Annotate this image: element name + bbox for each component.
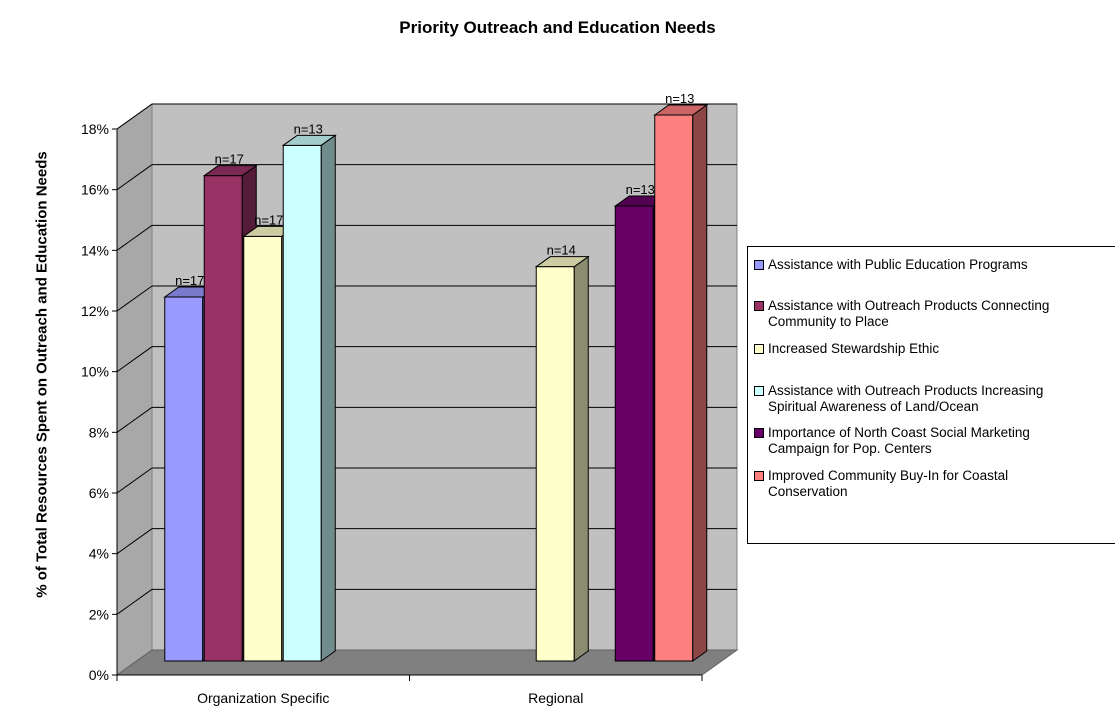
bar-top <box>202 165 258 177</box>
legend-swatch <box>754 301 764 311</box>
bar <box>614 205 654 662</box>
chart-title: Priority Outreach and Education Needs <box>399 18 716 37</box>
legend-label: Assistance with Outreach Products Connec… <box>768 298 1050 329</box>
gridline <box>116 346 153 373</box>
y-tick-label: 14% <box>81 242 109 258</box>
y-tick-label: 18% <box>81 121 109 137</box>
data-label: n=13 <box>294 121 323 136</box>
bar <box>282 144 322 662</box>
legend-label: Increased Stewardship Ethic <box>768 341 940 356</box>
bar-top <box>534 256 590 268</box>
bar <box>654 114 694 662</box>
bar-top <box>653 104 709 116</box>
gridline <box>116 528 153 555</box>
bar-side <box>692 104 708 662</box>
gridline <box>116 164 153 191</box>
legend-label: Assistance with Public Education Program… <box>768 257 1028 272</box>
legend-swatch <box>754 260 764 270</box>
legend-label: Importance of North Coast Social Marketi… <box>768 425 1030 456</box>
gridline <box>116 588 153 615</box>
legend-swatch <box>754 428 764 438</box>
data-label: n=13 <box>626 182 655 197</box>
bar-side <box>573 255 589 662</box>
gridline <box>116 285 153 312</box>
y-tick-label: 2% <box>89 606 109 622</box>
y-tick-label: 0% <box>89 667 109 683</box>
y-tick-label: 4% <box>89 546 109 562</box>
x-tick-label: Organization Specific <box>197 690 329 706</box>
legend-label: Improved Community Buy-In for Coastal Co… <box>768 468 1009 499</box>
data-label: n=13 <box>665 91 694 106</box>
gridline <box>116 224 153 251</box>
gridline <box>116 103 153 130</box>
y-tick-label: 8% <box>89 424 109 440</box>
legend-swatch <box>754 344 764 354</box>
y-tick-label: 10% <box>81 364 109 380</box>
bar <box>203 175 243 662</box>
legend-label: Assistance with Outreach Products Increa… <box>768 383 1044 414</box>
bar <box>164 296 204 662</box>
gridline <box>116 406 153 433</box>
bar-side <box>320 134 336 662</box>
data-label: n=17 <box>215 152 244 167</box>
side-wall <box>116 103 153 676</box>
bar <box>243 235 283 662</box>
data-label: n=17 <box>254 212 283 227</box>
gridline <box>116 467 153 494</box>
legend-swatch <box>754 471 764 481</box>
bar-top <box>281 134 337 146</box>
legend-swatch <box>754 386 764 396</box>
y-tick-label: 6% <box>89 485 109 501</box>
y-tick-label: 12% <box>81 303 109 319</box>
data-label: n=14 <box>547 243 576 258</box>
x-tick-label: Regional <box>528 690 583 706</box>
data-label: n=17 <box>175 273 204 288</box>
y-tick-label: 16% <box>81 182 109 198</box>
bar <box>535 266 575 662</box>
y-axis-label: % of Total Resources Spent on Outreach a… <box>33 151 51 598</box>
legend: Assistance with Public Education Program… <box>747 246 1115 544</box>
